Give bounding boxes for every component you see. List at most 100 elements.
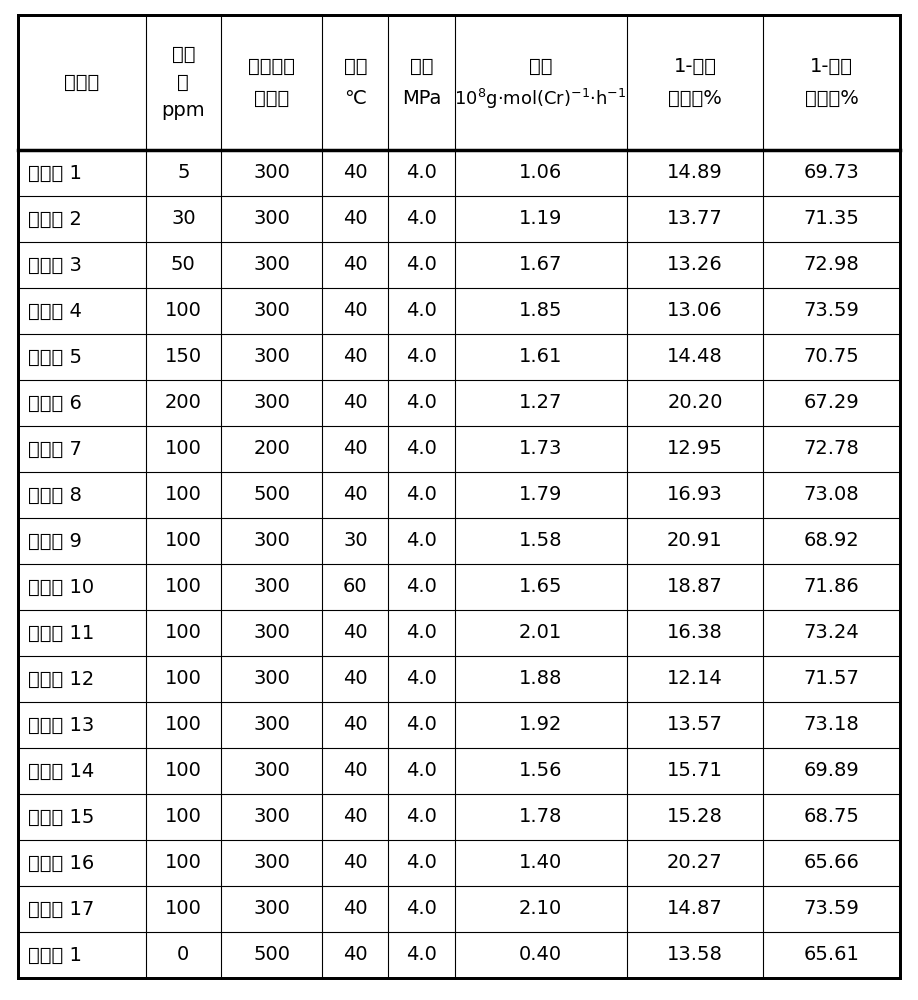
Text: 73.24: 73.24 bbox=[804, 624, 859, 643]
Text: 67.29: 67.29 bbox=[804, 393, 859, 412]
Text: 4.0: 4.0 bbox=[406, 255, 437, 274]
Text: 选择性%: 选择性% bbox=[668, 89, 722, 108]
Text: 4.0: 4.0 bbox=[406, 440, 437, 458]
Text: 4.0: 4.0 bbox=[406, 163, 437, 182]
Text: 50: 50 bbox=[171, 255, 196, 274]
Text: 73.08: 73.08 bbox=[804, 486, 859, 504]
Text: 水含: 水含 bbox=[172, 45, 196, 64]
Text: 40: 40 bbox=[343, 854, 368, 872]
Text: 1.79: 1.79 bbox=[519, 486, 562, 504]
Text: 200: 200 bbox=[253, 440, 290, 458]
Text: 实施例 2: 实施例 2 bbox=[28, 210, 82, 229]
Text: 13.26: 13.26 bbox=[667, 255, 722, 274]
Text: 1.61: 1.61 bbox=[519, 348, 562, 366]
Text: 60: 60 bbox=[343, 578, 368, 596]
Text: 69.73: 69.73 bbox=[804, 163, 859, 182]
Text: 100: 100 bbox=[165, 900, 202, 918]
Text: 300: 300 bbox=[253, 900, 290, 918]
Text: 100: 100 bbox=[165, 854, 202, 872]
Text: 40: 40 bbox=[343, 716, 368, 734]
Text: 100: 100 bbox=[165, 440, 202, 458]
Text: MPa: MPa bbox=[402, 89, 442, 108]
Text: 150: 150 bbox=[165, 348, 202, 366]
Text: 活性: 活性 bbox=[529, 57, 553, 76]
Text: 13.57: 13.57 bbox=[667, 716, 722, 734]
Text: 300: 300 bbox=[253, 302, 290, 320]
Text: 4.0: 4.0 bbox=[406, 532, 437, 550]
Text: 压力: 压力 bbox=[409, 57, 433, 76]
Text: 100: 100 bbox=[165, 762, 202, 780]
Text: 300: 300 bbox=[253, 624, 290, 643]
Text: 2.10: 2.10 bbox=[519, 900, 562, 918]
Text: 实施例 7: 实施例 7 bbox=[28, 440, 82, 458]
Text: 4.0: 4.0 bbox=[406, 762, 437, 780]
Text: 1.40: 1.40 bbox=[519, 854, 562, 872]
Text: 实施例 17: 实施例 17 bbox=[28, 900, 95, 918]
Text: 选择性%: 选择性% bbox=[805, 89, 858, 108]
Text: 14.89: 14.89 bbox=[667, 163, 722, 182]
Text: 40: 40 bbox=[343, 210, 368, 229]
Text: 20.27: 20.27 bbox=[667, 854, 722, 872]
Text: 1.65: 1.65 bbox=[519, 578, 563, 596]
Text: 0: 0 bbox=[177, 946, 189, 964]
Text: 4.0: 4.0 bbox=[406, 900, 437, 918]
Text: 300: 300 bbox=[253, 670, 290, 688]
Text: 100: 100 bbox=[165, 624, 202, 643]
Text: 实施例 14: 实施例 14 bbox=[28, 762, 95, 780]
Text: 71.86: 71.86 bbox=[804, 578, 859, 596]
Text: 实施例 13: 实施例 13 bbox=[28, 716, 95, 734]
Text: 300: 300 bbox=[253, 532, 290, 550]
Text: 实施例 11: 实施例 11 bbox=[28, 624, 95, 643]
Text: 40: 40 bbox=[343, 255, 368, 274]
Text: 1-辛烯: 1-辛烯 bbox=[811, 57, 853, 76]
Text: 1.92: 1.92 bbox=[519, 716, 562, 734]
Text: 300: 300 bbox=[253, 348, 290, 366]
Text: 71.57: 71.57 bbox=[803, 670, 859, 688]
Text: 300: 300 bbox=[253, 808, 290, 826]
Text: 温度: 温度 bbox=[343, 57, 367, 76]
Text: 300: 300 bbox=[253, 716, 290, 734]
Text: 4.0: 4.0 bbox=[406, 486, 437, 504]
Text: 16.93: 16.93 bbox=[667, 486, 722, 504]
Text: 4.0: 4.0 bbox=[406, 854, 437, 872]
Text: 40: 40 bbox=[343, 808, 368, 826]
Text: 65.66: 65.66 bbox=[803, 854, 859, 872]
Text: 对比例 1: 对比例 1 bbox=[28, 946, 82, 964]
Text: 1.58: 1.58 bbox=[519, 532, 563, 550]
Text: 40: 40 bbox=[343, 163, 368, 182]
Text: 量: 量 bbox=[177, 73, 189, 92]
Text: 40: 40 bbox=[343, 762, 368, 780]
Text: 4.0: 4.0 bbox=[406, 716, 437, 734]
Text: 40: 40 bbox=[343, 486, 368, 504]
Text: 15.28: 15.28 bbox=[667, 808, 722, 826]
Text: 40: 40 bbox=[343, 670, 368, 688]
Text: 1-己烯: 1-己烯 bbox=[674, 57, 716, 76]
Text: 实施例 16: 实施例 16 bbox=[28, 854, 95, 872]
Text: 实施例: 实施例 bbox=[64, 73, 99, 92]
Text: 73.59: 73.59 bbox=[803, 900, 859, 918]
Text: 30: 30 bbox=[171, 210, 196, 229]
Text: 12.14: 12.14 bbox=[667, 670, 722, 688]
Text: 68.92: 68.92 bbox=[804, 532, 859, 550]
Text: 实施例 6: 实施例 6 bbox=[28, 393, 82, 412]
Text: 铝与金属: 铝与金属 bbox=[248, 57, 295, 76]
Text: 71.35: 71.35 bbox=[803, 210, 859, 229]
Text: 4.0: 4.0 bbox=[406, 808, 437, 826]
Text: 100: 100 bbox=[165, 670, 202, 688]
Text: 14.48: 14.48 bbox=[667, 348, 722, 366]
Text: 13.77: 13.77 bbox=[667, 210, 722, 229]
Text: 1.85: 1.85 bbox=[519, 302, 563, 320]
Text: 实施例 1: 实施例 1 bbox=[28, 163, 82, 182]
Text: 72.78: 72.78 bbox=[804, 440, 859, 458]
Text: 40: 40 bbox=[343, 946, 368, 964]
Text: $10^8$g·mol(Cr)$^{-1}$·h$^{-1}$: $10^8$g·mol(Cr)$^{-1}$·h$^{-1}$ bbox=[454, 86, 627, 111]
Text: 300: 300 bbox=[253, 854, 290, 872]
Text: 12.95: 12.95 bbox=[667, 440, 722, 458]
Text: 13.06: 13.06 bbox=[667, 302, 722, 320]
Text: 实施例 8: 实施例 8 bbox=[28, 486, 82, 504]
Text: 40: 40 bbox=[343, 440, 368, 458]
Text: 16.38: 16.38 bbox=[667, 624, 722, 643]
Text: 40: 40 bbox=[343, 302, 368, 320]
Text: 40: 40 bbox=[343, 348, 368, 366]
Text: 1.73: 1.73 bbox=[519, 440, 562, 458]
